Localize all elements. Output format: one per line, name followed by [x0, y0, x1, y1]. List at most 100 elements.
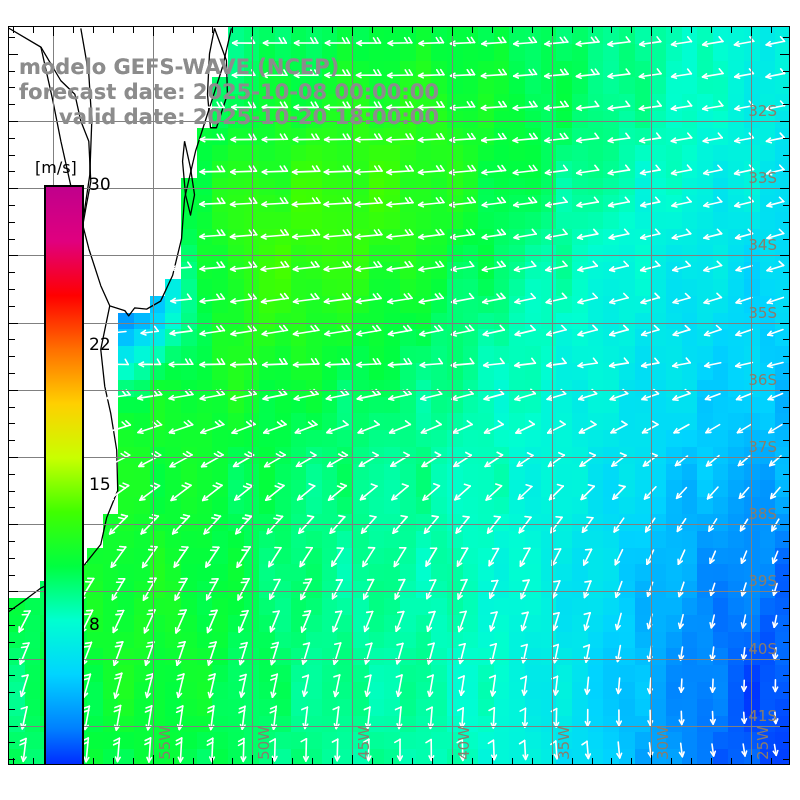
axis-tick	[252, 755, 253, 764]
axis-tick	[783, 373, 789, 374]
axis-tick	[651, 27, 652, 36]
axis-tick	[783, 575, 789, 576]
axis-tick	[412, 27, 413, 33]
axis-tick	[272, 27, 273, 33]
axis-tick	[780, 323, 789, 324]
axis-tick	[9, 440, 15, 441]
axis-tick	[780, 524, 789, 525]
axis-tick	[412, 758, 413, 764]
axis-tick	[783, 37, 789, 38]
axis-tick	[9, 272, 15, 273]
axis-tick	[532, 27, 533, 33]
axis-tick	[9, 37, 15, 38]
axis-tick	[783, 692, 789, 693]
axis-tick	[133, 27, 134, 33]
axis-tick	[9, 457, 18, 458]
axis-tick	[472, 758, 473, 764]
axis-tick	[432, 27, 433, 33]
axis-tick	[33, 758, 34, 764]
axis-tick	[332, 758, 333, 764]
axis-tick	[783, 608, 789, 609]
axis-tick	[9, 742, 15, 743]
colorbar[interactable]	[44, 185, 84, 764]
axis-tick	[472, 27, 473, 33]
axis-tick	[783, 474, 789, 475]
axis-tick	[492, 758, 493, 764]
axis-tick	[53, 27, 54, 36]
axis-tick	[232, 27, 233, 33]
axis-tick	[93, 758, 94, 764]
axis-tick	[783, 709, 789, 710]
axis-tick	[771, 758, 772, 764]
axis-tick	[372, 27, 373, 33]
axis-tick	[783, 104, 789, 105]
axis-tick	[532, 758, 533, 764]
axis-tick	[452, 27, 453, 36]
axis-tick	[212, 27, 213, 33]
axis-tick	[783, 642, 789, 643]
axis-tick	[9, 642, 15, 643]
axis-tick	[552, 755, 553, 764]
axis-tick	[312, 27, 313, 33]
axis-tick	[783, 306, 789, 307]
axis-tick	[783, 491, 789, 492]
axis-tick	[93, 27, 94, 33]
axis-tick	[780, 54, 789, 55]
axis-tick	[611, 27, 612, 33]
axis-tick	[783, 155, 789, 156]
axis-tick	[252, 27, 253, 36]
axis-tick	[783, 272, 789, 273]
axis-tick	[9, 104, 15, 105]
map-plot-area[interactable]: 60W55W50W45W40W35W30W25W 32S33S34S35S36S…	[8, 26, 790, 765]
axis-tick	[783, 407, 789, 408]
axis-tick	[780, 121, 789, 122]
axis-tick	[9, 608, 15, 609]
axis-tick	[9, 54, 18, 55]
wind-speed-field	[9, 27, 789, 764]
axis-tick	[783, 742, 789, 743]
axis-tick	[452, 755, 453, 764]
axis-tick	[783, 239, 789, 240]
axis-tick	[783, 71, 789, 72]
axis-tick	[552, 27, 553, 36]
axis-tick	[780, 726, 789, 727]
axis-tick	[9, 507, 15, 508]
axis-tick	[783, 625, 789, 626]
colorbar-tick-30: 30	[89, 175, 111, 195]
axis-tick	[783, 138, 789, 139]
axis-tick	[9, 659, 18, 660]
colorbar-tick-15: 15	[89, 475, 111, 495]
axis-tick	[9, 289, 15, 290]
axis-tick	[9, 205, 15, 206]
axis-tick	[9, 423, 15, 424]
axis-tick	[9, 390, 18, 391]
axis-tick	[312, 758, 313, 764]
axis-tick	[783, 289, 789, 290]
axis-tick	[153, 27, 154, 36]
axis-tick	[9, 373, 15, 374]
axis-tick	[9, 239, 15, 240]
axis-tick	[691, 27, 692, 33]
axis-tick	[783, 222, 789, 223]
axis-tick	[9, 709, 15, 710]
axis-tick	[9, 323, 18, 324]
axis-tick	[212, 758, 213, 764]
axis-tick	[9, 591, 18, 592]
axis-tick	[9, 675, 15, 676]
axis-tick	[780, 659, 789, 660]
axis-tick	[9, 306, 15, 307]
axis-tick	[9, 491, 15, 492]
axis-tick	[33, 27, 34, 33]
axis-tick	[783, 423, 789, 424]
axis-tick	[13, 27, 14, 33]
axis-tick	[173, 758, 174, 764]
axis-tick	[292, 27, 293, 33]
axis-tick	[711, 27, 712, 33]
axis-tick	[113, 758, 114, 764]
axis-tick	[193, 27, 194, 33]
axis-tick	[783, 171, 789, 172]
axis-tick	[13, 758, 14, 764]
axis-tick	[731, 27, 732, 33]
axis-tick	[780, 188, 789, 189]
axis-tick	[631, 27, 632, 33]
